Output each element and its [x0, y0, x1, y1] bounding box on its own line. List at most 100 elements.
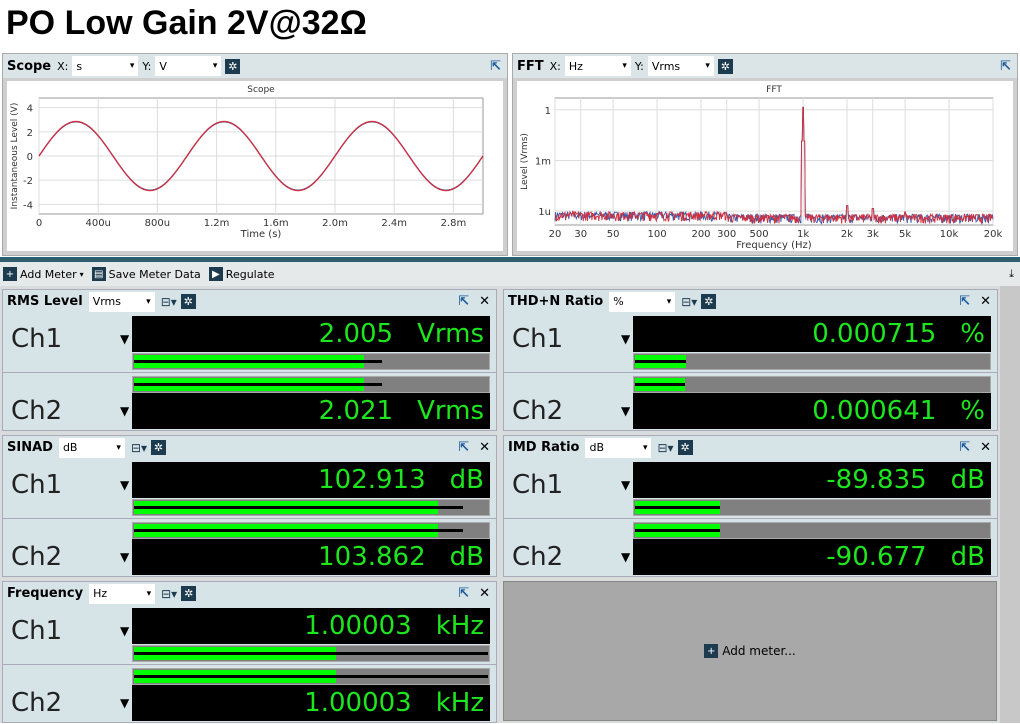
channel-label: Ch2 — [11, 688, 63, 718]
x-tick-label: 30 — [574, 229, 587, 240]
popout-icon[interactable]: ⇱ — [458, 294, 470, 309]
channel-label: Ch2 — [11, 542, 63, 572]
channel-label: Ch2 — [11, 396, 63, 426]
y-axis-label: Level (Vrms) — [520, 133, 530, 190]
gear-icon[interactable]: ✲ — [181, 586, 197, 601]
popout-icon[interactable]: ⇱ — [458, 586, 470, 601]
channel-dropdown[interactable]: ▼ — [621, 404, 631, 418]
scrollbar[interactable] — [1000, 286, 1020, 723]
channel-dropdown[interactable]: ▼ — [120, 332, 130, 346]
close-icon[interactable]: ✕ — [479, 440, 490, 455]
x-tick-label: 2.8m — [441, 218, 467, 229]
level-bar — [633, 522, 991, 539]
x-tick-label: 800u — [145, 218, 170, 229]
channel-dropdown[interactable]: ▼ — [120, 624, 130, 638]
popout-icon[interactable]: ⇱ — [959, 294, 971, 309]
channel-row: Ch1 ▼ 2.005 Vrms — [3, 316, 496, 374]
graph-icon[interactable]: ⊟▾ — [681, 294, 698, 309]
fft-chart: FFT 20 30 50 100 200 300 500 1k 2k 3k 5k 10k 20k 1 1m 1u… — [520, 85, 1002, 251]
value-display: 102.913 dB — [132, 462, 490, 498]
gear-icon[interactable]: ✲ — [701, 294, 717, 309]
value: 2.005 — [318, 319, 394, 349]
unit-select[interactable]: % — [609, 291, 676, 312]
meter-title: IMD Ratio — [508, 440, 580, 455]
value-display: -89.835 dB — [633, 462, 991, 498]
gear-icon[interactable]: ✲ — [151, 440, 167, 455]
close-icon[interactable]: ✕ — [479, 294, 490, 309]
add-meter-button[interactable]: + Add Meter ▾ — [3, 267, 84, 281]
channel-dropdown[interactable]: ▼ — [621, 550, 631, 564]
unit: % — [960, 396, 985, 426]
graph-icon[interactable]: ⊟▾ — [160, 294, 177, 309]
y-tick-label: 4 — [27, 104, 33, 115]
splitter[interactable] — [0, 257, 1020, 262]
channel-row: Ch2 ▼ 103.862 dB — [3, 520, 496, 578]
series-line — [38, 120, 484, 192]
popout-icon[interactable]: ⇱ — [959, 440, 971, 455]
plot-area — [554, 97, 994, 226]
unit: dB — [950, 465, 985, 495]
x-tick-label: 300 — [717, 229, 736, 240]
graph-icon[interactable]: ⊟▾ — [161, 586, 178, 601]
y-label: Y: — [142, 59, 152, 73]
gear-icon[interactable]: ✲ — [180, 294, 196, 309]
channel-dropdown[interactable]: ▼ — [120, 478, 130, 492]
unit: dB — [449, 465, 484, 495]
x-unit-select[interactable]: s — [72, 56, 139, 76]
unit-select[interactable]: dB — [58, 437, 125, 458]
unit-select[interactable]: Hz — [89, 583, 156, 604]
channel-dropdown[interactable]: ▼ — [621, 478, 631, 492]
x-label: X: — [57, 59, 69, 73]
y-label: Y: — [634, 59, 644, 73]
x-tick-label: 20 — [549, 229, 562, 240]
save-meter-data-button[interactable]: ▤ Save Meter Data — [91, 267, 201, 281]
value: 0.000641 — [812, 396, 937, 426]
value-display: 0.000715% — [633, 316, 991, 352]
y-axis-label: Instantaneous Level (V) — [10, 103, 20, 210]
gear-icon[interactable]: ✲ — [717, 58, 733, 74]
y-unit-select[interactable]: V — [155, 56, 222, 76]
channel-dropdown[interactable]: ▼ — [621, 332, 631, 346]
graph-icon[interactable]: ⊟▾ — [657, 440, 674, 455]
channel-row: Ch1 ▼ 0.000715% — [504, 316, 997, 374]
regulate-button[interactable]: ▶ Regulate — [208, 267, 275, 281]
close-icon[interactable]: ✕ — [980, 440, 991, 455]
channel-row: Ch1 ▼ 102.913 dB — [3, 462, 496, 520]
gear-icon[interactable]: ✲ — [677, 440, 693, 455]
value: 2.021 — [318, 396, 394, 426]
gear-icon[interactable]: ✲ — [225, 58, 241, 74]
unit-select[interactable]: dB — [585, 437, 652, 458]
close-icon[interactable]: ✕ — [980, 294, 991, 309]
popout-icon[interactable]: ⇱ — [1000, 58, 1011, 74]
meter-imd-ratio: IMD Ratio dB ⊟▾✲ ⇱✕Ch1▼-89.835dBCh2▼-90.… — [503, 435, 998, 577]
popout-icon[interactable]: ⇱ — [490, 58, 501, 74]
unit-select[interactable]: Vrms — [88, 291, 155, 312]
channel-dropdown[interactable]: ▼ — [120, 404, 130, 418]
channel-dropdown[interactable]: ▼ — [120, 550, 130, 564]
x-tick-label: 2k — [841, 229, 853, 240]
unit: kHz — [435, 611, 484, 641]
close-icon[interactable]: ✕ — [479, 586, 490, 601]
channel-label: Ch1 — [11, 324, 63, 354]
download-icon[interactable]: ⤓ — [1009, 267, 1014, 280]
x-tick-label: 200 — [691, 229, 710, 240]
play-icon: ▶ — [208, 267, 223, 281]
value: 103.862 — [318, 542, 426, 572]
channel-label: Ch2 — [512, 396, 564, 426]
level-bar — [633, 376, 991, 393]
level-bar — [132, 376, 490, 393]
value: -90.677 — [826, 542, 927, 572]
add-meter-placeholder[interactable]: + Add meter... — [503, 581, 997, 721]
x-unit-select[interactable]: Hz — [564, 56, 631, 76]
peak-line — [635, 360, 687, 363]
graph-icon[interactable]: ⊟▾ — [130, 440, 148, 455]
x-tick-label: 500 — [750, 229, 769, 240]
fft-title: FFT — [517, 58, 544, 74]
popout-icon[interactable]: ⇱ — [458, 440, 470, 455]
x-tick-label: 50 — [607, 229, 620, 240]
level-bar — [132, 522, 490, 539]
peak-line — [134, 529, 464, 532]
y-unit-select[interactable]: Vrms — [647, 56, 714, 76]
value-display: -90.677 dB — [633, 539, 991, 575]
channel-dropdown[interactable]: ▼ — [120, 696, 130, 710]
